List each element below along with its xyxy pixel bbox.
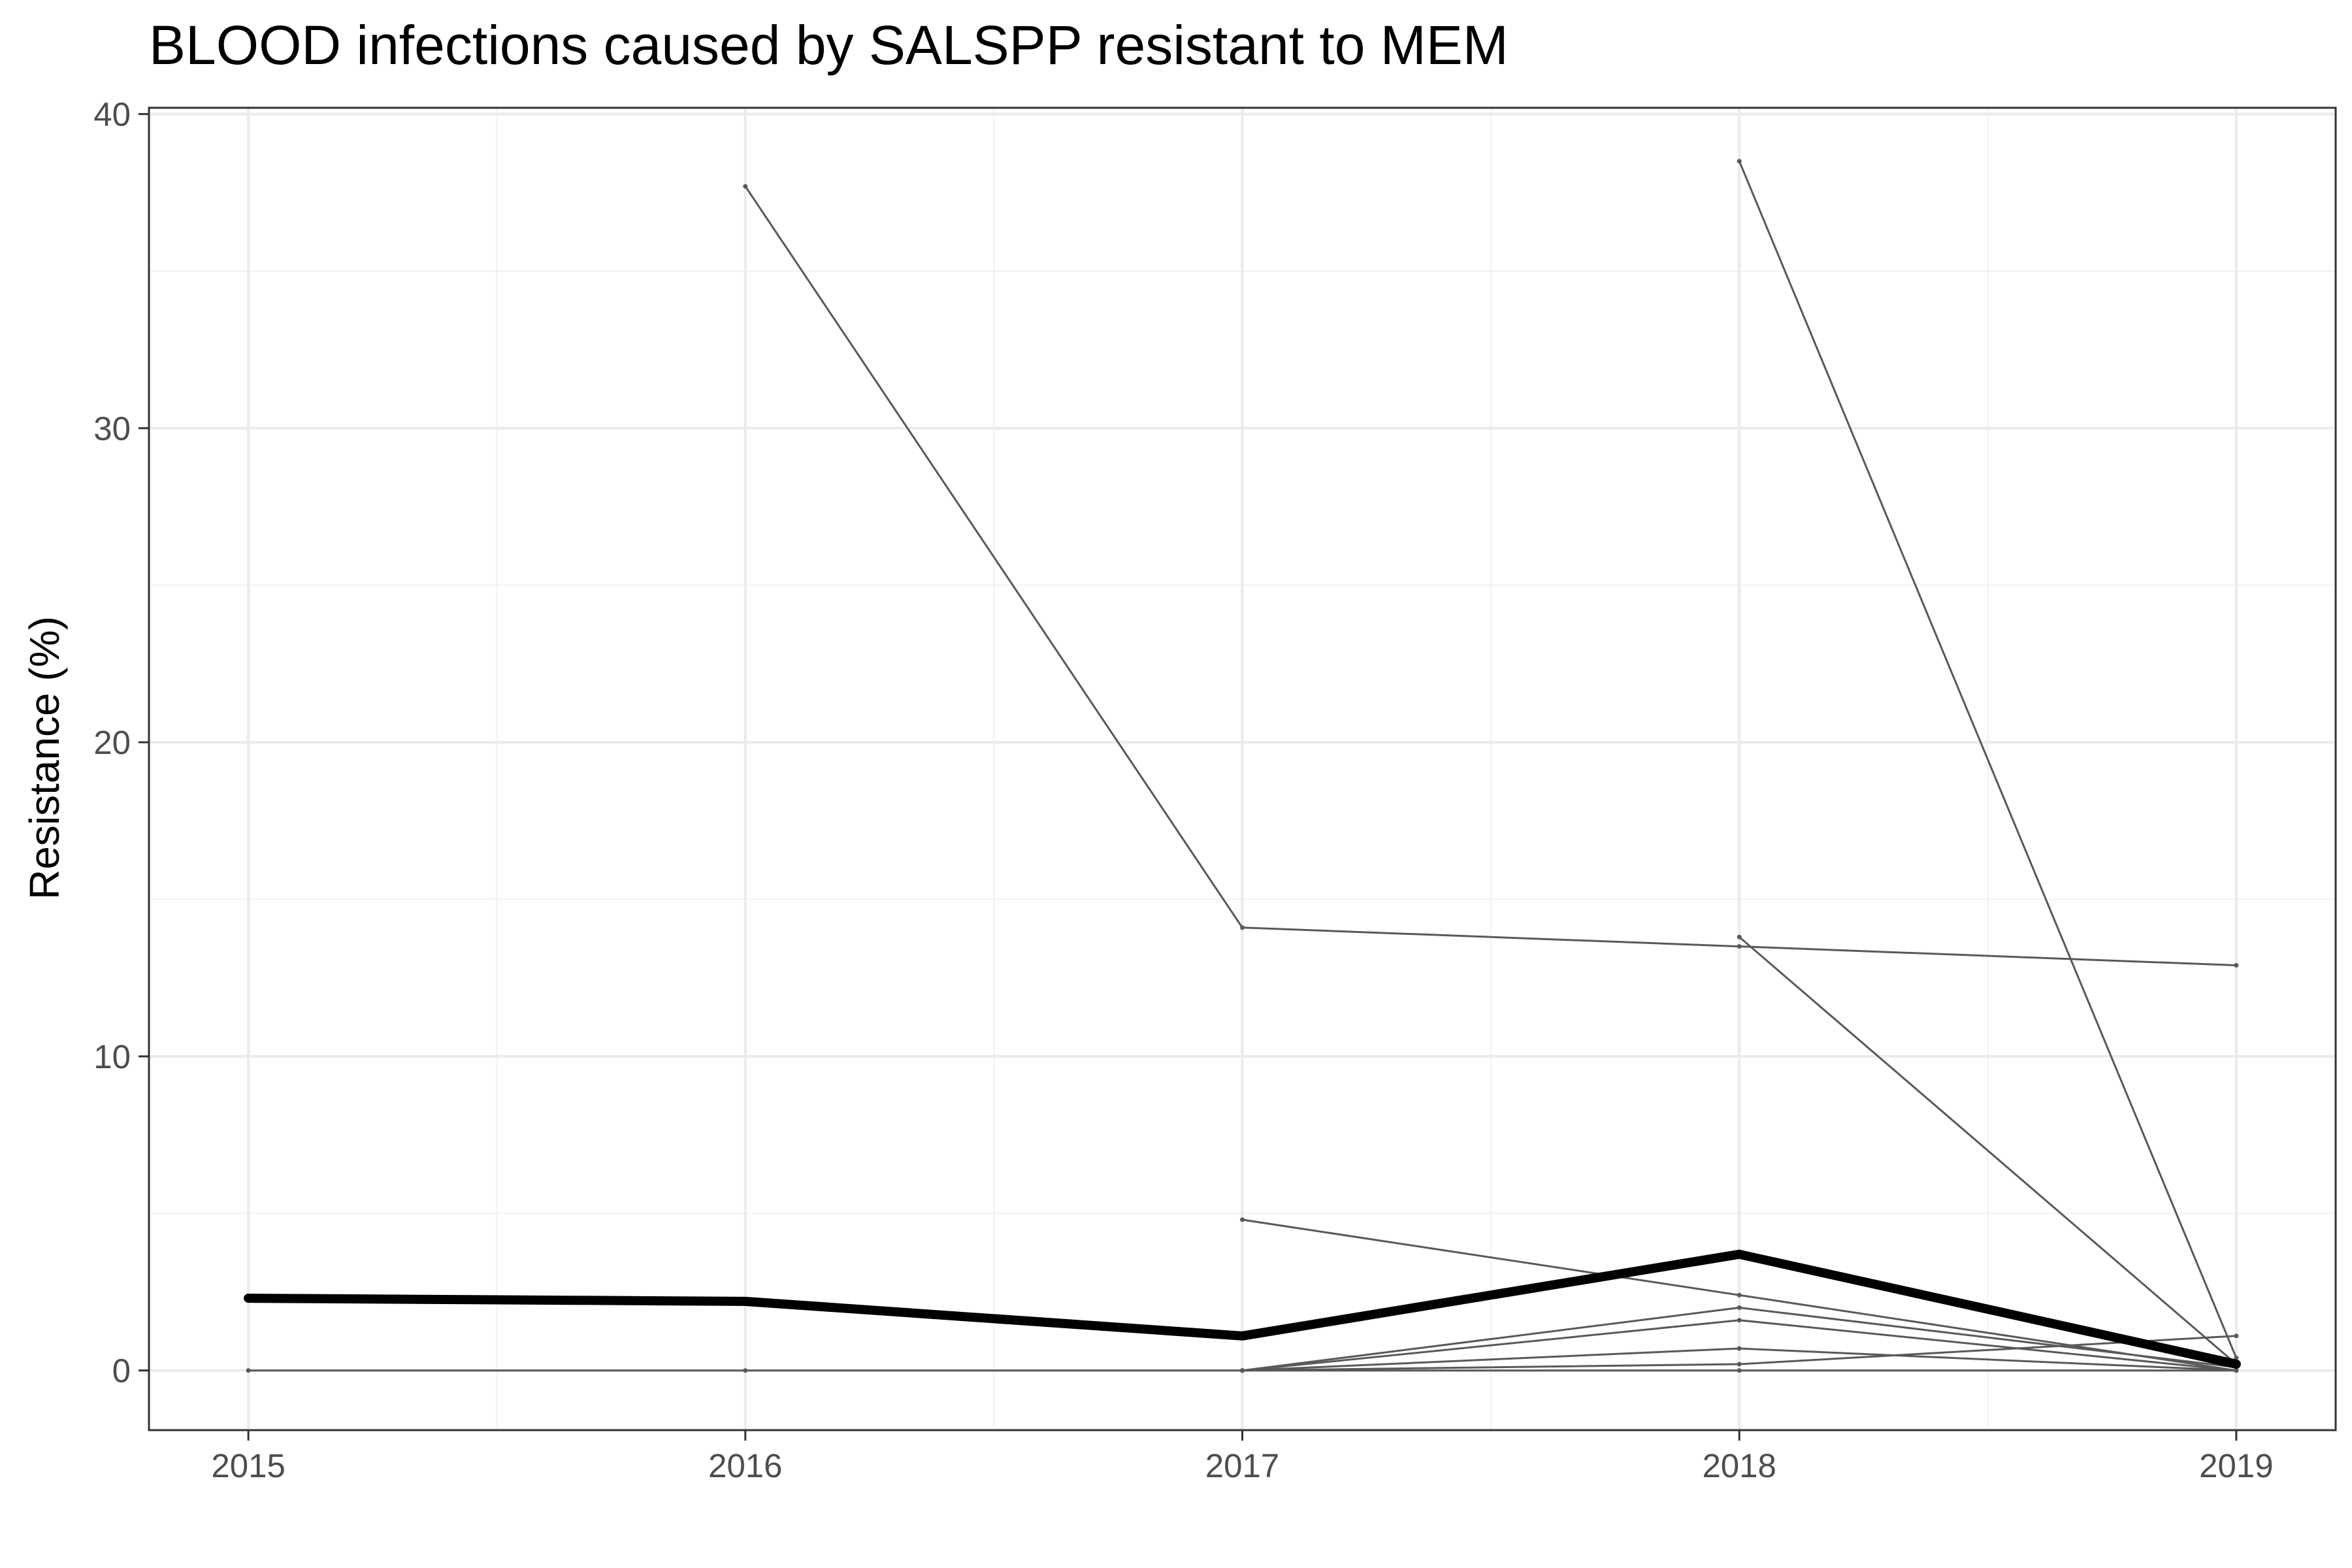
data-point — [1240, 925, 1245, 930]
data-point — [2234, 963, 2239, 968]
data-point — [1737, 934, 1742, 939]
data-point — [2234, 1368, 2239, 1373]
data-point — [1737, 159, 1742, 164]
y-axis-label: Resistance (%) — [21, 616, 68, 900]
data-point — [740, 1296, 750, 1306]
data-point — [244, 1294, 253, 1303]
data-point — [1240, 1217, 1245, 1222]
x-tick-label: 2015 — [211, 1447, 285, 1484]
y-tick-label: 40 — [93, 96, 131, 133]
series-group — [244, 159, 2241, 1373]
data-point — [1237, 1331, 1247, 1341]
data-point — [1737, 1362, 1742, 1367]
y-tick-label: 0 — [112, 1352, 131, 1390]
x-tick-label: 2019 — [2199, 1447, 2273, 1484]
data-point — [1737, 1292, 1742, 1298]
data-point — [1737, 1368, 1742, 1373]
x-tick-label: 2017 — [1205, 1447, 1279, 1484]
data-point — [1737, 1318, 1742, 1323]
data-point — [1737, 1346, 1742, 1351]
data-point — [2234, 1333, 2239, 1339]
data-point — [2231, 1360, 2241, 1369]
data-point — [743, 1368, 748, 1373]
x-tick-label: 2018 — [1702, 1447, 1776, 1484]
y-tick-label: 10 — [93, 1038, 131, 1075]
y-tick-label: 30 — [93, 410, 131, 447]
series-line-2 — [744, 186, 2236, 966]
data-point — [1737, 1305, 1742, 1310]
x-tick-label: 2016 — [708, 1447, 782, 1484]
data-point — [246, 1368, 251, 1373]
data-point — [2234, 1355, 2239, 1360]
data-point — [1240, 1368, 1245, 1373]
series-line-3 — [1738, 161, 2238, 1358]
series-line-4 — [1739, 936, 2237, 1365]
data-point — [1735, 1249, 1744, 1259]
y-tick-label: 20 — [93, 724, 131, 761]
data-point — [743, 184, 748, 189]
chart-title: BLOOD infections caused by SALSPP resist… — [149, 14, 1509, 76]
axes: 2015 2016 2017 2018 2019 0 10 20 30 40 — [93, 96, 2273, 1484]
data-point — [1737, 944, 1742, 949]
